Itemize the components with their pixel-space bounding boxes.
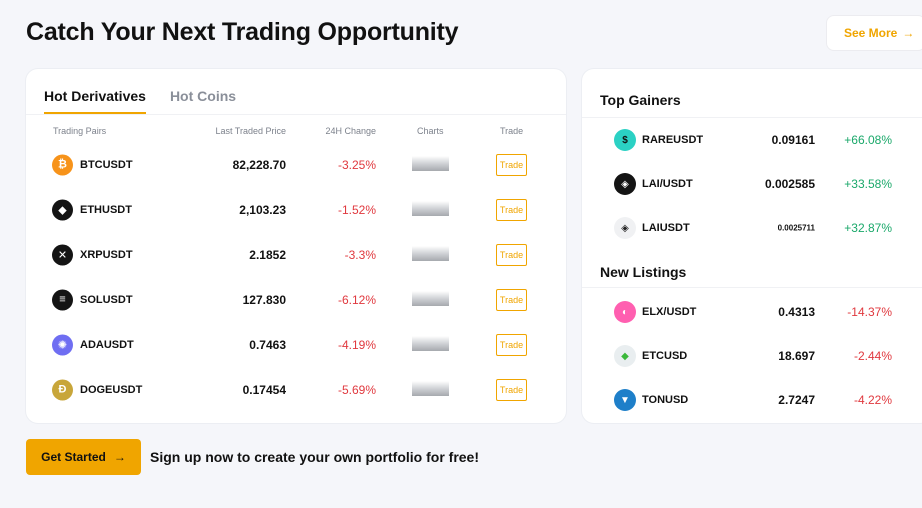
last-price: 2.7247 (778, 393, 815, 407)
tabs-divider (26, 114, 566, 115)
list-item[interactable]: ◈ LAI/USDT 0.002585 +33.58% (582, 162, 922, 206)
pair-name: XRPUSDT (80, 248, 133, 261)
change-24h: -3.25% (337, 157, 376, 172)
table-row[interactable]: ≡ SOLUSDT 127.830 -6.12% Trade (26, 277, 566, 322)
list-item[interactable]: ▼ TONUSD 2.7247 -4.22% (582, 378, 922, 422)
change-24h: -4.19% (337, 337, 376, 352)
table-header: Trading Pairs Last Traded Price 24H Chan… (26, 126, 566, 140)
signup-text: Sign up now to create your own portfolio… (150, 449, 479, 465)
trade-button[interactable]: Trade (496, 333, 527, 356)
trade-button[interactable]: Trade (496, 198, 527, 221)
column-header-price: Last Traded Price (215, 126, 286, 136)
xrp-icon: ✕ (52, 244, 73, 265)
change-24h: -5.69% (337, 382, 376, 397)
list-item[interactable]: ◐ ELX/USDT 0.4313 -14.37% (582, 290, 922, 334)
column-header-pair: Trading Pairs (53, 126, 107, 136)
table-row[interactable]: ◆ ETHUSDT 2,103.23 -1.52% Trade (26, 187, 566, 232)
list-item[interactable]: $ RAREUSDT 0.09161 +66.08% (582, 118, 922, 162)
trade-button[interactable]: Trade (496, 288, 527, 311)
list-item[interactable]: ◆ ETCUSD 18.697 -2.44% (582, 334, 922, 378)
rare-icon: $ (614, 129, 636, 151)
lai-icon: ◈ (614, 217, 636, 239)
change-24h: -14.37% (847, 305, 892, 319)
new-listings-title: New Listings (600, 264, 687, 280)
see-more-label: See More (844, 26, 898, 40)
ton-icon: ▼ (614, 389, 636, 411)
table-row[interactable]: ₿ BTCUSDT 82,228.70 -3.25% Trade (26, 142, 566, 187)
change-24h: -6.12% (337, 292, 376, 307)
derivatives-card: Hot Derivatives Hot Coins Trading Pairs … (26, 69, 566, 423)
last-price: 0.09161 (771, 133, 815, 147)
change-24h: -3.3% (344, 247, 376, 262)
solana-icon: ≡ (52, 289, 73, 310)
column-header-change: 24H Change (325, 126, 376, 136)
sparkline-chart (412, 245, 449, 261)
table-row[interactable]: ✺ ADAUSDT 0.7463 -4.19% Trade (26, 322, 566, 367)
column-header-charts: Charts (417, 126, 444, 136)
column-header-trade: Trade (500, 126, 524, 136)
change-24h: +66.08% (844, 133, 892, 147)
change-24h: -4.22% (853, 393, 892, 407)
last-price: 0.002585 (764, 177, 815, 191)
pair-name: ETCUSD (642, 350, 688, 362)
market-tabs: Hot Derivatives Hot Coins (44, 88, 236, 114)
list-item[interactable]: ◈ LAIUSDT 0.0025711 +32.87% (582, 206, 922, 250)
last-price: 127.830 (242, 292, 286, 307)
section-divider (582, 287, 922, 288)
cardano-icon: ✺ (52, 334, 73, 355)
page-title: Catch Your Next Trading Opportunity (26, 18, 459, 46)
last-price: 0.7463 (249, 337, 286, 352)
sparkline-chart (412, 380, 449, 396)
ethereum-icon: ◆ (52, 199, 73, 220)
top-gainers-title: Top Gainers (600, 92, 681, 108)
sparkline-chart (412, 335, 449, 351)
elx-icon: ◐ (614, 301, 636, 323)
last-price: 2.1852 (249, 247, 286, 262)
last-price: 0.17454 (242, 382, 286, 397)
sparkline-chart (412, 200, 449, 216)
market-movers-card: Top Gainers $ RAREUSDT 0.09161 +66.08% ◈ LAI/… (582, 69, 922, 423)
tab-hot-derivatives[interactable]: Hot Derivatives (44, 88, 146, 114)
last-price: 82,228.70 (232, 157, 286, 172)
arrow-right-icon: → (902, 26, 915, 40)
change-24h: -2.44% (853, 349, 892, 363)
trade-button[interactable]: Trade (496, 153, 527, 176)
pair-name: ELX/USDT (642, 306, 697, 318)
trade-button[interactable]: Trade (496, 378, 527, 401)
pair-name: SOLUSDT (80, 293, 133, 306)
ethereum-classic-icon: ◆ (614, 345, 636, 367)
sparkline-chart (412, 290, 449, 306)
get-started-label: Get Started (41, 450, 106, 464)
last-price: 2,103.23 (239, 202, 286, 217)
pair-name: BTCUSDT (80, 158, 133, 171)
bitcoin-icon: ₿ (52, 154, 73, 175)
dogecoin-icon: Ð (52, 379, 73, 400)
lai-icon: ◈ (614, 173, 636, 195)
pair-name: DOGEUSDT (80, 383, 143, 396)
change-24h: +32.87% (844, 221, 892, 235)
last-price: 18.697 (778, 349, 815, 363)
change-24h: -1.52% (337, 202, 376, 217)
get-started-button[interactable]: Get Started → (26, 439, 141, 475)
trade-button[interactable]: Trade (496, 243, 527, 266)
pair-name: LAI/USDT (642, 178, 693, 190)
see-more-button[interactable]: See More → (826, 15, 922, 51)
pair-name: TONUSD (642, 394, 689, 406)
table-row[interactable]: Ð DOGEUSDT 0.17454 -5.69% Trade (26, 367, 566, 412)
pair-name: ADAUSDT (80, 338, 134, 351)
table-row[interactable]: ✕ XRPUSDT 2.1852 -3.3% Trade (26, 232, 566, 277)
pair-name: ETHUSDT (80, 203, 132, 216)
pair-name: RAREUSDT (642, 134, 704, 146)
sparkline-chart (412, 155, 449, 171)
pair-name: LAIUSDT (642, 222, 690, 234)
last-price: 0.4313 (778, 305, 815, 319)
last-price: 0.0025711 (777, 223, 815, 233)
change-24h: +33.58% (844, 177, 892, 191)
section-divider (582, 117, 922, 118)
tab-hot-coins[interactable]: Hot Coins (169, 88, 237, 104)
arrow-right-icon: → (113, 450, 126, 464)
